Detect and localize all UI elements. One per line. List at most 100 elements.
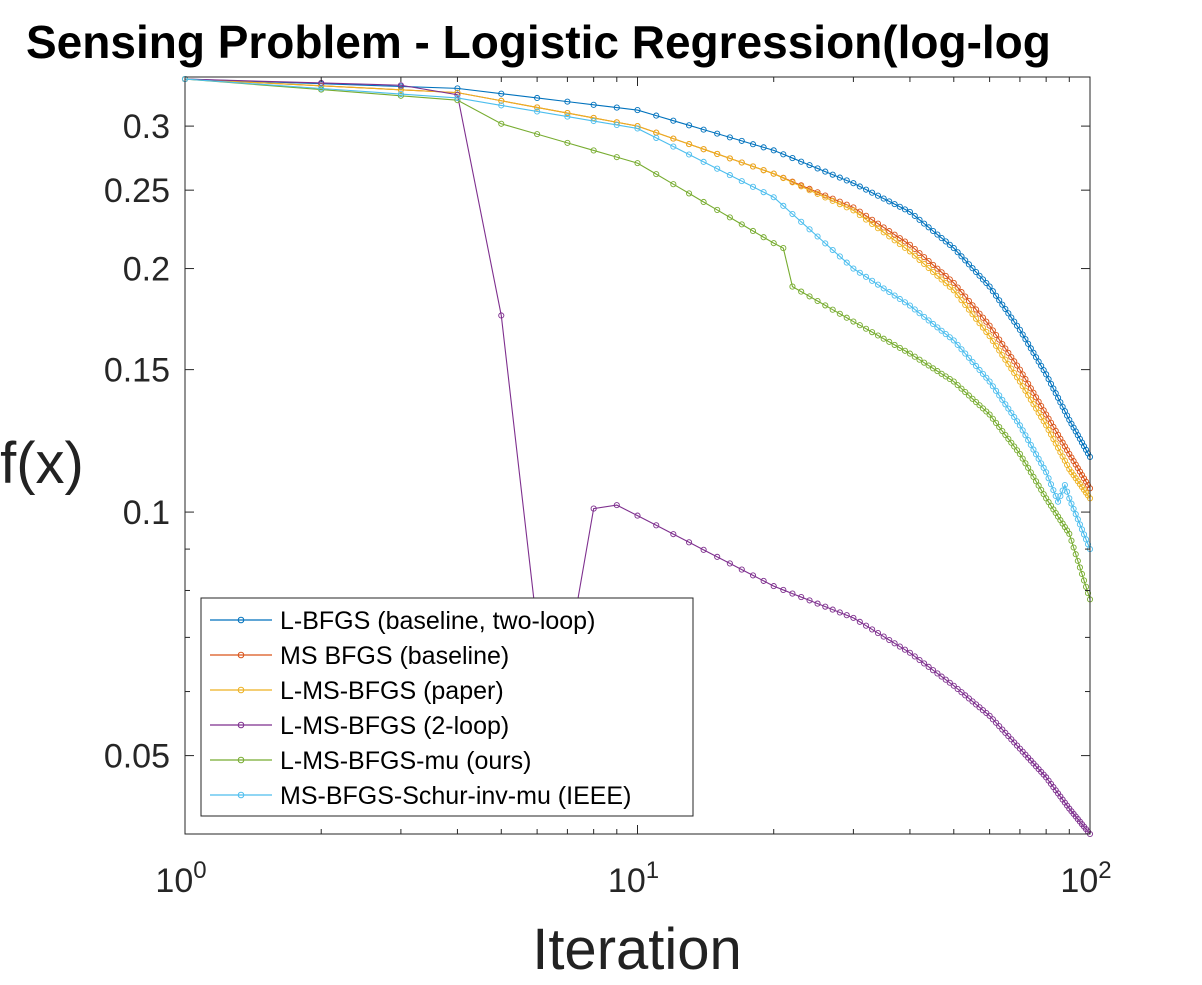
data-point: [836, 174, 843, 181]
data-point: [962, 293, 969, 300]
data-point: [1005, 435, 1012, 442]
data-point: [1027, 441, 1034, 448]
data-point: [850, 318, 857, 325]
data-point: [1084, 481, 1092, 489]
data-point: [806, 226, 813, 233]
data-point: [1030, 389, 1037, 396]
data-point: [986, 712, 993, 719]
data-point: [1047, 481, 1055, 488]
data-point: [896, 203, 903, 210]
data-point: [869, 189, 876, 196]
data-point: [814, 297, 821, 305]
data-point: [829, 606, 836, 613]
legend-item: L-BFGS (baseline, two-loop): [210, 607, 595, 635]
data-point: [1011, 318, 1018, 325]
data-point: [925, 663, 932, 670]
data-point: [670, 531, 677, 538]
data-point: [950, 378, 957, 385]
legend-marker: [237, 756, 245, 764]
data-point: [901, 299, 909, 306]
data-point: [973, 306, 980, 313]
data-point: [1014, 418, 1021, 425]
data-point: [1027, 345, 1034, 352]
data-point: [942, 280, 949, 287]
data-point: [843, 259, 850, 266]
data-point: [686, 141, 693, 148]
data-point: [653, 171, 660, 178]
data-point: [749, 163, 757, 170]
data-point: [1008, 439, 1015, 446]
y-tick-label: 0.3: [123, 108, 170, 146]
data-point: [938, 269, 945, 276]
legend-label: L-MS-BFGS-mu (ours): [280, 747, 531, 775]
data-point: [973, 398, 980, 406]
legend-label: L-BFGS (baseline, two-loop): [280, 607, 595, 635]
data-point: [950, 279, 957, 286]
data-point: [1016, 450, 1023, 457]
data-point: [1033, 394, 1040, 401]
y-axis-label: f(x): [0, 431, 84, 496]
data-point: [1008, 409, 1015, 416]
data-point: [976, 310, 983, 317]
data-point: [836, 253, 843, 260]
data-point: [534, 104, 541, 111]
data-point: [906, 208, 913, 215]
data-point: [1078, 471, 1086, 479]
data-point: [498, 102, 505, 109]
data-point: [700, 126, 707, 133]
data-point: [856, 212, 863, 219]
data-point: [670, 181, 677, 188]
data-point: [822, 302, 829, 309]
data-point: [1074, 516, 1081, 523]
x-axis-label: Iteration: [532, 917, 742, 982]
data-point: [989, 327, 996, 334]
data-point: [850, 180, 857, 187]
data-point: [874, 225, 882, 232]
data-point: [634, 512, 641, 519]
data-point: [498, 312, 505, 319]
data-point: [856, 618, 863, 625]
data-point: [938, 276, 945, 283]
data-point: [986, 283, 993, 290]
data-point: [1016, 422, 1023, 429]
data-point: [822, 192, 829, 199]
data-point: [700, 546, 707, 553]
data-point: [726, 214, 733, 221]
data-point: [1047, 380, 1055, 387]
data-point: [993, 387, 1000, 394]
data-point: [1033, 451, 1040, 458]
data-point: [534, 108, 541, 115]
data-point: [1072, 551, 1079, 558]
data-point: [780, 175, 787, 182]
data-point: [1027, 385, 1034, 392]
x-axis: 100 101 102: [155, 77, 1112, 900]
data-point: [925, 258, 932, 265]
data-point: [1030, 446, 1037, 453]
data-point: [770, 583, 777, 590]
data-point: [780, 586, 787, 593]
data-point: [954, 685, 961, 693]
data-point: [886, 338, 893, 345]
data-point: [901, 646, 909, 653]
data-point: [938, 234, 945, 242]
data-point: [954, 292, 961, 299]
data-point: [1080, 531, 1088, 538]
data-point: [1084, 450, 1092, 457]
data-point: [950, 337, 957, 344]
data-point: [962, 692, 969, 699]
data-point: [1043, 422, 1050, 429]
data-point: [1030, 349, 1037, 356]
data-point: [1070, 505, 1077, 512]
data-point: [979, 370, 987, 377]
data-point: [969, 302, 976, 309]
data-point: [1016, 378, 1023, 385]
data-point: [738, 178, 745, 185]
x-tick-label: 101: [608, 857, 659, 900]
data-point: [938, 370, 945, 377]
data-point: [979, 405, 987, 412]
data-point: [1005, 361, 1012, 368]
data-point: [1076, 564, 1083, 571]
data-point: [829, 306, 836, 313]
data-point: [921, 254, 928, 261]
data-point: [1019, 371, 1026, 378]
